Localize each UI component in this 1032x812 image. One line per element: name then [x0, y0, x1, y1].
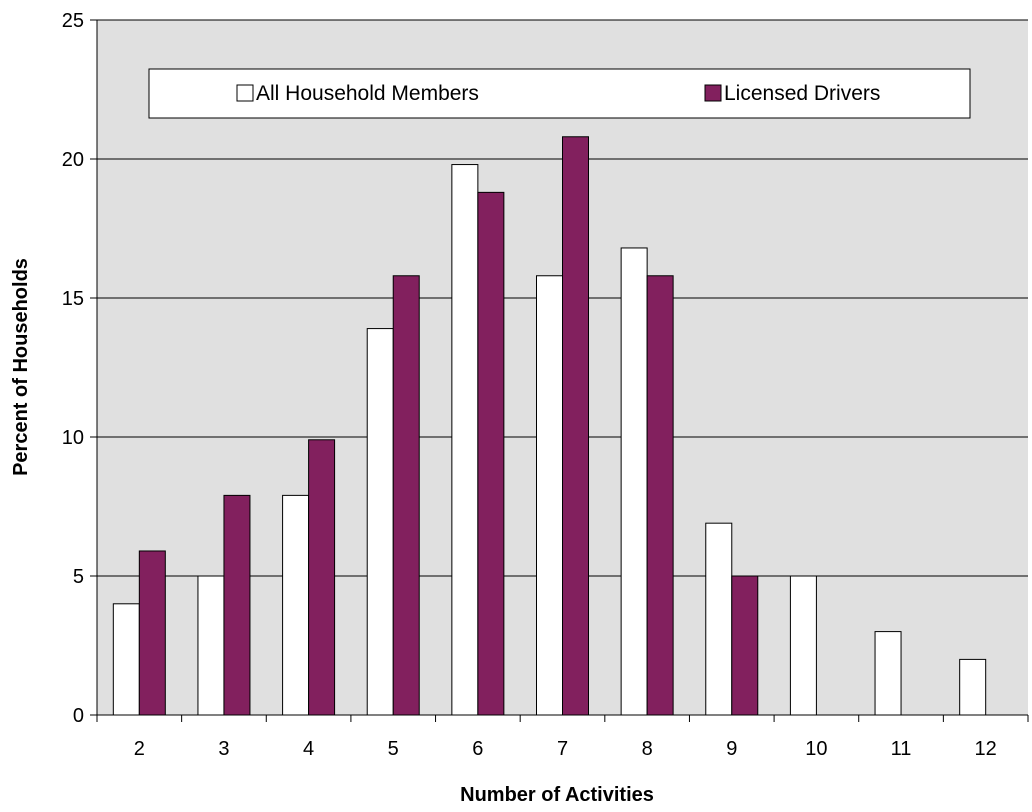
legend-box	[148, 68, 971, 119]
legend-label-licensed-drivers: Licensed Drivers	[724, 82, 880, 105]
bar-licensed-drivers-3	[223, 494, 251, 716]
bar-all-household-members-12	[959, 658, 987, 716]
x-tick-label-4: 4	[303, 738, 314, 760]
bars	[112, 136, 987, 716]
bar-all-household-members-8	[620, 247, 648, 716]
y-tick-label-15: 15	[62, 288, 84, 310]
bar-licensed-drivers-5	[392, 275, 420, 716]
y-tick-label-10: 10	[62, 427, 84, 449]
bar-licensed-drivers-4	[308, 439, 336, 716]
y-tick-label-20: 20	[62, 149, 84, 171]
x-tick-label-2: 2	[134, 738, 145, 760]
x-tick-label-5: 5	[388, 738, 399, 760]
bar-all-household-members-5	[366, 328, 394, 716]
y-tick-label-5: 5	[73, 566, 84, 588]
legend-swatch-all-household-members	[236, 84, 254, 102]
x-tick-label-6: 6	[472, 738, 483, 760]
bar-all-household-members-6	[451, 164, 479, 716]
bar-all-household-members-9	[705, 522, 733, 716]
bar-licensed-drivers-8	[646, 275, 674, 716]
legend-label-all-household-members: All Household Members	[256, 82, 479, 105]
bar-all-household-members-2	[112, 603, 140, 716]
y-tick-labels: 0 5 10 15 20 25	[62, 10, 84, 727]
x-tick-labels: 2 3 4 5 6 7 8 9 10 11 12	[134, 738, 997, 760]
x-tick-label-9: 9	[726, 738, 737, 760]
bar-licensed-drivers-6	[477, 191, 505, 716]
x-axis-title: Number of Activities	[460, 784, 654, 806]
bar-all-household-members-3	[197, 575, 225, 716]
bar-all-household-members-11	[874, 631, 902, 716]
legend-swatch-licensed-drivers	[704, 84, 722, 102]
y-tick-label-0: 0	[73, 705, 84, 727]
y-tick-label-25: 25	[62, 10, 84, 32]
bar-licensed-drivers-2	[138, 550, 166, 716]
x-tick-label-3: 3	[218, 738, 229, 760]
bar-all-household-members-4	[282, 494, 310, 716]
x-tick-label-12: 12	[975, 738, 997, 760]
axes	[90, 19, 1029, 722]
bar-licensed-drivers-7	[562, 136, 589, 716]
bar-all-household-members-7	[536, 275, 563, 716]
x-tick-label-8: 8	[642, 738, 653, 760]
x-tick-label-7: 7	[557, 738, 568, 760]
x-tick-label-11: 11	[891, 738, 912, 760]
x-tick-label-10: 10	[805, 738, 827, 760]
legend: All Household Members Licensed Drivers	[148, 68, 971, 119]
bar-all-household-members-10	[789, 575, 817, 716]
bar-licensed-drivers-9	[731, 575, 759, 716]
y-axis-title: Percent of Households	[10, 258, 32, 476]
